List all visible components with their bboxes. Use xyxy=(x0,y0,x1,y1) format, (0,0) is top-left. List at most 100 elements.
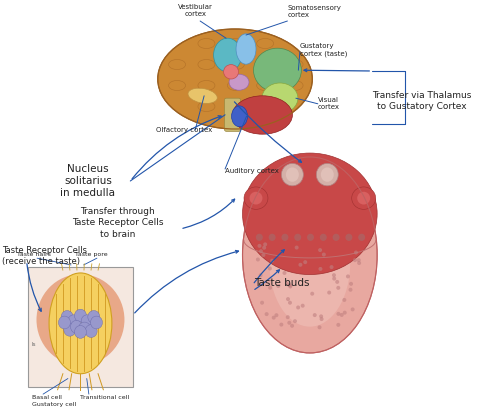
Ellipse shape xyxy=(244,187,268,209)
Ellipse shape xyxy=(268,234,276,241)
Ellipse shape xyxy=(332,234,340,241)
Ellipse shape xyxy=(268,286,272,290)
Ellipse shape xyxy=(319,314,323,318)
Ellipse shape xyxy=(61,310,73,323)
Ellipse shape xyxy=(342,298,346,302)
Text: Transfer via Thalamus
to Gustatory Cortex: Transfer via Thalamus to Gustatory Corte… xyxy=(372,91,472,111)
Ellipse shape xyxy=(352,187,376,209)
Ellipse shape xyxy=(342,310,346,315)
FancyBboxPatch shape xyxy=(28,267,133,387)
Ellipse shape xyxy=(236,34,256,64)
Ellipse shape xyxy=(332,277,336,281)
Ellipse shape xyxy=(298,263,302,267)
Text: Olfactory cortex: Olfactory cortex xyxy=(156,127,212,133)
Ellipse shape xyxy=(349,282,353,286)
Text: Vestibular
cortex: Vestibular cortex xyxy=(178,4,212,17)
Ellipse shape xyxy=(348,288,352,292)
Ellipse shape xyxy=(320,234,327,241)
Ellipse shape xyxy=(288,284,292,288)
Ellipse shape xyxy=(358,234,365,241)
Ellipse shape xyxy=(272,316,276,319)
Ellipse shape xyxy=(294,234,301,241)
Text: Is: Is xyxy=(31,342,36,348)
Text: Transfer through
Taste Receptor Cells
to brain: Transfer through Taste Receptor Cells to… xyxy=(72,207,164,239)
Ellipse shape xyxy=(280,323,283,326)
Ellipse shape xyxy=(68,315,80,328)
Ellipse shape xyxy=(254,48,302,92)
Ellipse shape xyxy=(260,301,264,305)
Ellipse shape xyxy=(232,96,292,134)
Ellipse shape xyxy=(336,312,340,316)
Ellipse shape xyxy=(85,325,97,337)
Text: Taste Receptor Cells
(receive the taste): Taste Receptor Cells (receive the taste) xyxy=(2,246,86,266)
Ellipse shape xyxy=(264,312,268,316)
Ellipse shape xyxy=(263,242,267,246)
Text: Basal cell: Basal cell xyxy=(32,395,62,400)
Ellipse shape xyxy=(288,284,292,288)
Ellipse shape xyxy=(78,322,90,335)
Ellipse shape xyxy=(310,292,314,296)
Ellipse shape xyxy=(282,234,288,241)
Ellipse shape xyxy=(346,234,352,241)
Ellipse shape xyxy=(300,304,304,308)
Ellipse shape xyxy=(350,307,354,311)
Ellipse shape xyxy=(242,157,377,353)
Ellipse shape xyxy=(312,313,316,317)
Text: Gustatory
cortex (taste): Gustatory cortex (taste) xyxy=(300,43,347,57)
Ellipse shape xyxy=(259,249,263,253)
Ellipse shape xyxy=(81,315,93,328)
Ellipse shape xyxy=(294,246,298,250)
Ellipse shape xyxy=(74,309,86,322)
Ellipse shape xyxy=(262,253,266,257)
Text: Gustatory cell: Gustatory cell xyxy=(32,402,76,407)
Ellipse shape xyxy=(327,290,331,295)
Ellipse shape xyxy=(36,274,124,365)
Ellipse shape xyxy=(332,273,336,277)
Ellipse shape xyxy=(262,83,298,113)
Ellipse shape xyxy=(270,199,350,327)
Ellipse shape xyxy=(274,313,278,317)
Ellipse shape xyxy=(188,88,218,103)
Ellipse shape xyxy=(250,192,262,204)
Ellipse shape xyxy=(307,234,314,241)
Text: Transitional cell: Transitional cell xyxy=(80,395,130,400)
Ellipse shape xyxy=(49,273,112,374)
Ellipse shape xyxy=(70,320,83,333)
FancyBboxPatch shape xyxy=(224,98,240,131)
Ellipse shape xyxy=(316,164,338,186)
Ellipse shape xyxy=(262,246,266,250)
Ellipse shape xyxy=(356,258,360,262)
Text: Taste hairs: Taste hairs xyxy=(17,252,51,257)
Ellipse shape xyxy=(224,64,238,79)
Ellipse shape xyxy=(336,286,340,290)
Ellipse shape xyxy=(242,153,377,275)
Ellipse shape xyxy=(88,310,100,323)
Ellipse shape xyxy=(286,167,299,182)
Ellipse shape xyxy=(346,275,350,278)
Text: Taste buds: Taste buds xyxy=(254,278,310,288)
Ellipse shape xyxy=(285,282,289,286)
Ellipse shape xyxy=(322,253,326,257)
Text: Visual
cortex: Visual cortex xyxy=(318,97,340,110)
Ellipse shape xyxy=(286,315,290,319)
Ellipse shape xyxy=(335,280,339,284)
Ellipse shape xyxy=(232,106,248,127)
Text: Somatosensory
cortex: Somatosensory cortex xyxy=(288,5,342,18)
Ellipse shape xyxy=(90,316,102,329)
Ellipse shape xyxy=(357,192,370,204)
Ellipse shape xyxy=(288,321,292,325)
Ellipse shape xyxy=(354,251,358,255)
Ellipse shape xyxy=(270,259,274,263)
Ellipse shape xyxy=(276,284,280,288)
Text: Taste pore: Taste pore xyxy=(74,252,108,257)
Ellipse shape xyxy=(320,317,324,321)
Ellipse shape xyxy=(340,313,344,317)
Ellipse shape xyxy=(229,74,249,90)
Ellipse shape xyxy=(303,260,307,264)
Text: Auditory cortex: Auditory cortex xyxy=(225,168,279,174)
Text: Nucleus
solitarius
in medulla: Nucleus solitarius in medulla xyxy=(60,164,116,198)
Ellipse shape xyxy=(256,257,260,262)
Ellipse shape xyxy=(318,267,322,271)
Ellipse shape xyxy=(318,248,322,252)
Ellipse shape xyxy=(268,266,272,271)
